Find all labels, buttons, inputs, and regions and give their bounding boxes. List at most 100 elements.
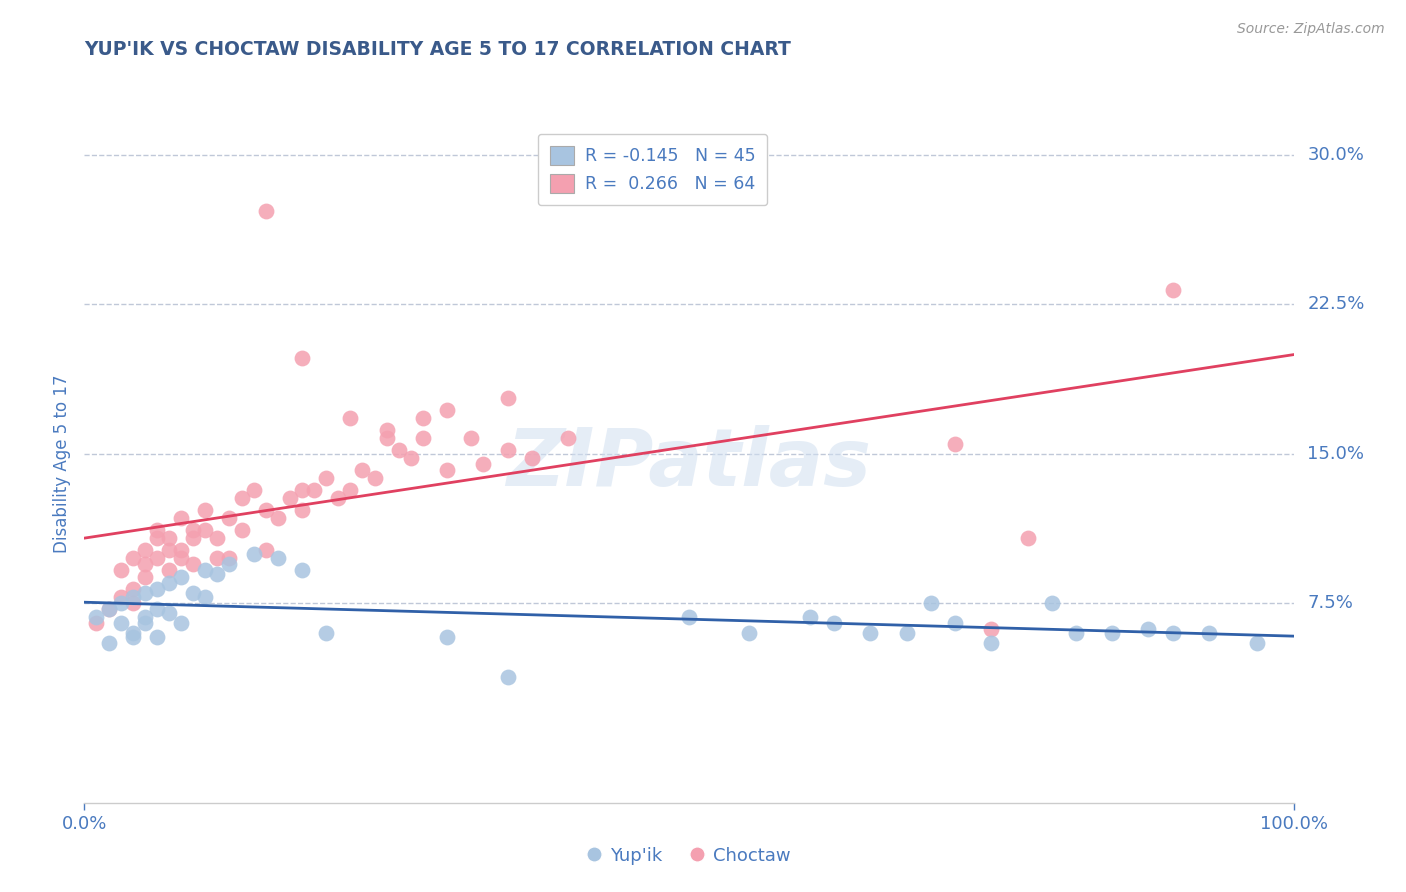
- Point: [110, 596, 132, 610]
- Point: [315, 471, 337, 485]
- Point: [291, 502, 314, 516]
- Point: [170, 570, 193, 584]
- Point: [146, 550, 169, 565]
- Point: [315, 626, 337, 640]
- Point: [399, 450, 422, 465]
- Point: [859, 626, 882, 640]
- Point: [920, 596, 942, 610]
- Text: 22.5%: 22.5%: [1308, 295, 1365, 313]
- Point: [375, 423, 398, 437]
- Point: [267, 510, 290, 524]
- Point: [896, 626, 918, 640]
- Point: [134, 557, 156, 571]
- Point: [472, 457, 495, 471]
- Point: [557, 431, 579, 445]
- Text: 30.0%: 30.0%: [1308, 145, 1364, 164]
- Point: [121, 596, 143, 610]
- Point: [328, 491, 350, 505]
- Point: [412, 431, 434, 445]
- Point: [1198, 626, 1220, 640]
- Point: [194, 591, 217, 605]
- Point: [436, 630, 458, 644]
- Point: [823, 616, 845, 631]
- Point: [157, 542, 180, 557]
- Point: [121, 582, 143, 597]
- Point: [496, 391, 519, 405]
- Point: [97, 602, 120, 616]
- Point: [738, 626, 761, 640]
- Point: [218, 510, 240, 524]
- Point: [799, 610, 821, 624]
- Point: [134, 616, 156, 631]
- Point: [339, 483, 361, 497]
- Point: [460, 431, 482, 445]
- Point: [254, 542, 277, 557]
- Point: [146, 602, 169, 616]
- Point: [194, 523, 217, 537]
- Point: [242, 483, 264, 497]
- Point: [157, 607, 180, 621]
- Point: [170, 542, 193, 557]
- Point: [943, 437, 966, 451]
- Point: [121, 550, 143, 565]
- Point: [110, 562, 132, 576]
- Point: [134, 610, 156, 624]
- Text: ZIPatlas: ZIPatlas: [506, 425, 872, 503]
- Point: [97, 636, 120, 650]
- Point: [170, 616, 193, 631]
- Text: 15.0%: 15.0%: [1308, 445, 1364, 463]
- Point: [170, 510, 193, 524]
- Point: [520, 450, 543, 465]
- Point: [207, 550, 229, 565]
- Point: [231, 491, 253, 505]
- Point: [181, 586, 204, 600]
- Point: [157, 531, 180, 545]
- Point: [302, 483, 325, 497]
- Point: [1017, 531, 1039, 545]
- Legend: Yup'ik, Choctaw: Yup'ik, Choctaw: [579, 839, 799, 871]
- Point: [110, 616, 132, 631]
- Point: [134, 570, 156, 584]
- Point: [146, 531, 169, 545]
- Point: [339, 411, 361, 425]
- Point: [134, 542, 156, 557]
- Point: [121, 630, 143, 644]
- Point: [242, 547, 264, 561]
- Text: YUP'IK VS CHOCTAW DISABILITY AGE 5 TO 17 CORRELATION CHART: YUP'IK VS CHOCTAW DISABILITY AGE 5 TO 17…: [84, 40, 792, 59]
- Point: [231, 523, 253, 537]
- Point: [218, 550, 240, 565]
- Point: [218, 557, 240, 571]
- Point: [146, 523, 169, 537]
- Point: [1161, 626, 1184, 640]
- Point: [170, 550, 193, 565]
- Point: [278, 491, 301, 505]
- Point: [1064, 626, 1087, 640]
- Point: [1040, 596, 1063, 610]
- Point: [291, 351, 314, 366]
- Point: [146, 582, 169, 597]
- Point: [1246, 636, 1268, 650]
- Point: [943, 616, 966, 631]
- Point: [291, 562, 314, 576]
- Point: [678, 610, 700, 624]
- Point: [181, 523, 204, 537]
- Point: [86, 610, 108, 624]
- Point: [363, 471, 385, 485]
- Point: [86, 616, 108, 631]
- Point: [267, 550, 290, 565]
- Point: [157, 576, 180, 591]
- Point: [146, 630, 169, 644]
- Point: [375, 431, 398, 445]
- Point: [181, 557, 204, 571]
- Point: [388, 442, 411, 457]
- Point: [291, 483, 314, 497]
- Point: [1161, 284, 1184, 298]
- Point: [436, 403, 458, 417]
- Point: [980, 623, 1002, 637]
- Point: [980, 636, 1002, 650]
- Point: [352, 463, 374, 477]
- Point: [97, 602, 120, 616]
- Y-axis label: Disability Age 5 to 17: Disability Age 5 to 17: [53, 375, 72, 553]
- Point: [121, 626, 143, 640]
- Text: Source: ZipAtlas.com: Source: ZipAtlas.com: [1237, 22, 1385, 37]
